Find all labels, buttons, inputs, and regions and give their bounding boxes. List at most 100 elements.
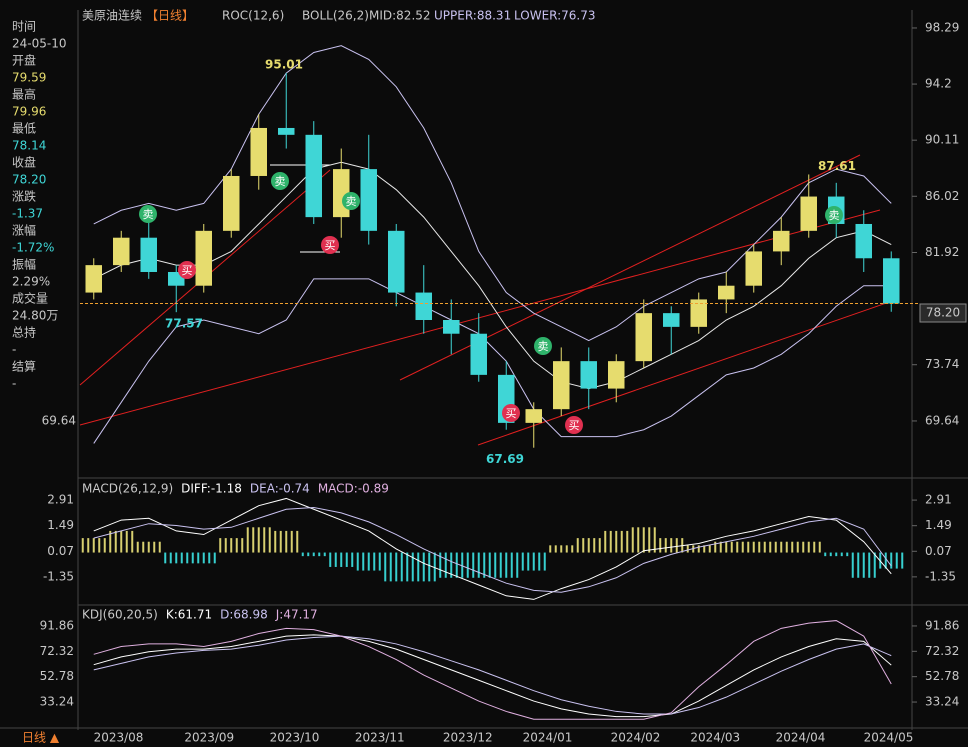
y-tick-label: 69.64 [925, 413, 959, 427]
candle-body [525, 409, 542, 423]
x-tick-label: 2024/01 [523, 731, 573, 745]
signal-marker [825, 206, 843, 224]
price-annotation: 77.57 [165, 317, 203, 331]
signal-label: 卖 [538, 340, 549, 353]
candle-body [608, 361, 625, 389]
line [93, 278, 892, 444]
y-tick-label: 86.02 [925, 189, 959, 203]
x-tick-label: 2023/10 [270, 731, 320, 745]
y-tick-label: 73.74 [925, 357, 959, 371]
current-price: 78.20 [926, 306, 960, 320]
info-value: - [12, 343, 16, 357]
signal-label: 卖 [275, 175, 286, 188]
x-tick-label: 2023/08 [94, 731, 144, 745]
trend-line [79, 209, 881, 426]
info-value: -1.37 [12, 207, 43, 221]
candle-body [360, 169, 377, 231]
indicator-label: K:61.71 [166, 608, 212, 622]
x-tick-label: 2023/12 [443, 731, 493, 745]
info-label: 成交量 [12, 291, 48, 306]
info-label: 结算 [12, 359, 36, 374]
footer-period[interactable]: 日线 ▲ [22, 731, 60, 745]
info-label: 最低 [12, 122, 36, 136]
x-tick-label: 2024/04 [776, 731, 826, 745]
price-annotation: 95.01 [265, 57, 303, 71]
info-label: 涨幅 [12, 223, 36, 238]
indicator-label: J:47.17 [275, 608, 318, 622]
candle-body [443, 320, 460, 334]
signal-marker [271, 172, 289, 190]
y-tick-label: 2.91 [47, 493, 74, 507]
candle-body [195, 230, 212, 286]
candle-body [718, 285, 735, 300]
line [93, 634, 892, 718]
y-tick-label: 33.24 [40, 695, 74, 709]
x-tick-label: 2023/09 [184, 731, 234, 745]
y-tick-label: 91.86 [40, 618, 74, 632]
indicator-label: KDJ(60,20,5) [82, 608, 158, 622]
signal-marker [139, 205, 157, 223]
candle-body [663, 313, 680, 327]
candle-body [553, 361, 570, 410]
y-tick-label: 52.78 [40, 669, 74, 683]
info-value: 79.96 [12, 105, 46, 119]
signal-label: 买 [325, 239, 336, 252]
y-tick-label: 1.49 [47, 518, 74, 532]
y-tick-label: 2.91 [925, 493, 952, 507]
line [93, 635, 892, 715]
candle-body [470, 333, 487, 375]
info-value: -1.72% [12, 241, 54, 255]
signal-label: 卖 [143, 208, 154, 221]
signal-label: 买 [182, 264, 193, 277]
candle-body [635, 313, 652, 362]
y-tick-label: 0.07 [47, 544, 74, 558]
y-tick-label: 72.32 [925, 644, 959, 658]
signal-label: 卖 [346, 195, 357, 208]
signal-marker [502, 404, 520, 422]
price-annotation: 87.61 [818, 159, 856, 173]
signal-marker [565, 416, 583, 434]
symbol: 美原油连续 [82, 8, 142, 23]
y-tick-label: 69.64 [42, 413, 76, 427]
candle-body [140, 237, 157, 272]
info-label: 最高 [12, 87, 36, 102]
y-tick-label: 52.78 [925, 669, 959, 683]
candle-body [580, 361, 597, 389]
info-label: 总持 [12, 325, 36, 340]
info-label: 振幅 [12, 257, 36, 272]
line [93, 161, 892, 390]
y-tick-label: 94.2 [925, 77, 952, 91]
candle-body [305, 134, 322, 218]
signal-label: 买 [506, 407, 517, 420]
info-value: - [12, 377, 16, 391]
x-tick-label: 2024/05 [864, 731, 914, 745]
info-label: 开盘 [12, 53, 36, 68]
line [93, 45, 892, 342]
candle-body [415, 292, 432, 320]
info-value: 78.20 [12, 173, 46, 187]
period[interactable]: 【日线】 [146, 9, 194, 23]
indicator-label: DIFF:-1.18 [181, 482, 242, 496]
candle-body [800, 196, 817, 231]
x-tick-label: 2023/11 [355, 731, 405, 745]
signal-label: 卖 [829, 209, 840, 222]
signal-marker [321, 236, 339, 254]
signal-marker [534, 337, 552, 355]
boll-upper: UPPER:88.31 [434, 9, 511, 23]
info-value: 79.59 [12, 71, 46, 85]
y-tick-label: 33.24 [925, 695, 959, 709]
y-tick-label: 98.29 [925, 20, 959, 34]
y-tick-label: 90.11 [925, 133, 959, 147]
line [93, 620, 892, 720]
boll-mid: MID:82.52 [369, 9, 431, 23]
y-tick-label: -1.35 [43, 569, 74, 583]
candle-body [855, 223, 872, 259]
info-label: 时间 [12, 20, 36, 34]
x-tick-label: 2024/03 [690, 731, 740, 745]
info-label: 收盘 [12, 155, 36, 170]
candle-body [85, 265, 102, 293]
y-tick-label: 72.32 [40, 644, 74, 658]
candle-body [223, 175, 240, 231]
info-label: 涨跌 [12, 189, 36, 204]
